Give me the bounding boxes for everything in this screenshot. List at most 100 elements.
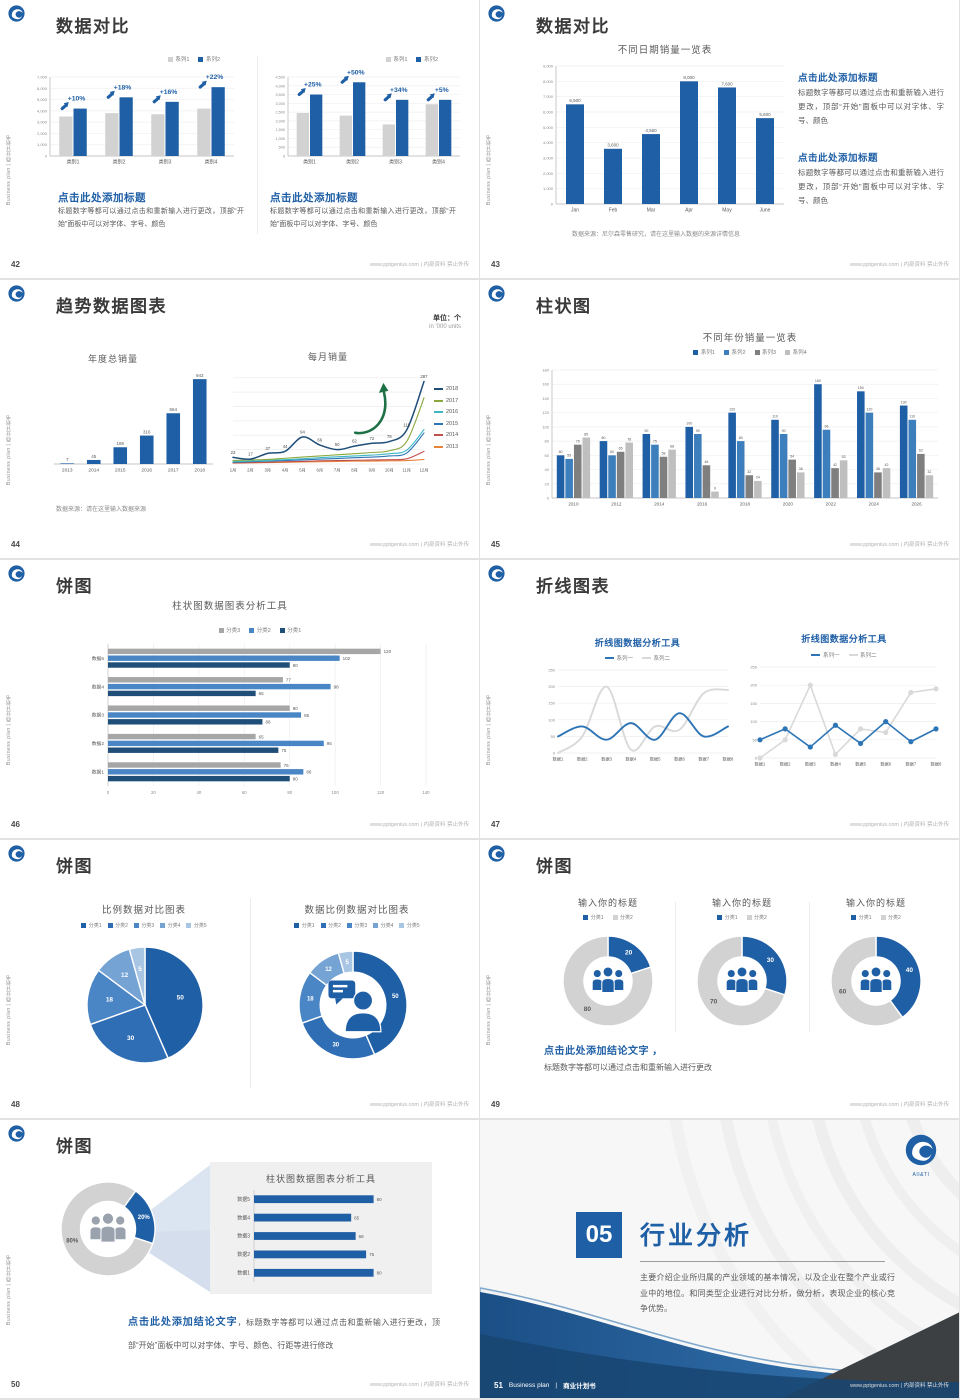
- svg-text:Jan: Jan: [571, 208, 579, 214]
- svg-text:数据5: 数据5: [237, 1196, 250, 1203]
- legend-label: 分类2: [328, 923, 341, 929]
- legend-swatch: [880, 915, 886, 920]
- legend-swatch: [604, 657, 614, 659]
- svg-text:20: 20: [545, 481, 550, 486]
- svg-text:50: 50: [177, 994, 185, 1001]
- line-chart: 0 50 100 150 200 250 数据1 数据2 数据3 数据4 数据5 数据6 数据7 数据8: [548, 668, 734, 763]
- svg-text:316: 316: [143, 429, 151, 434]
- svg-text:0: 0: [553, 751, 556, 756]
- footer-text: www.pptgenius.com | 内部资料 禁止外传: [850, 1102, 949, 1108]
- donut-chart: 40 60: [830, 935, 922, 1027]
- legend-swatch: [851, 915, 857, 920]
- svg-text:65: 65: [354, 1215, 360, 1220]
- svg-text:100: 100: [548, 717, 555, 722]
- divider: [257, 56, 258, 234]
- bar-chart: 7 2013 45 2014 186 2015 316 2016 564 2017 943 2018: [54, 373, 213, 474]
- svg-text:12: 12: [121, 972, 129, 979]
- pie-chart: 50 30 18 12 5: [86, 946, 204, 1064]
- svg-text:数据2: 数据2: [92, 740, 105, 747]
- svg-text:数据6: 数据6: [674, 756, 685, 763]
- slide-49: Business plan | 商业计划书 饼图 输入你的标题 分类1 分类2 …: [480, 840, 960, 1120]
- svg-text:类别4: 类别4: [432, 159, 445, 166]
- chart-title: 比例数据对比图表: [101, 905, 186, 916]
- svg-text:2014: 2014: [654, 502, 665, 507]
- side-watermark: Business plan | 商业计划书: [486, 974, 492, 1045]
- svg-text:2022: 2022: [826, 502, 837, 507]
- slide-44: Business plan | 商业计划书 趋势数据图表 单位：个 in '00…: [0, 280, 480, 560]
- svg-text:类别1: 类别1: [303, 159, 316, 166]
- svg-text:0: 0: [547, 496, 550, 501]
- svg-text:7,000: 7,000: [543, 94, 554, 99]
- svg-text:数据1: 数据1: [237, 1270, 250, 1277]
- legend-label: 2013: [446, 443, 459, 450]
- donut-chart: 30 70: [696, 935, 788, 1027]
- svg-text:0: 0: [45, 154, 48, 159]
- brand-logo-icon: [488, 285, 505, 302]
- chart-legend: 分类1 分类2: [538, 914, 678, 921]
- legend-label: 系列二: [653, 656, 671, 662]
- svg-text:数据7: 数据7: [905, 761, 916, 768]
- svg-text:+10%: +10%: [68, 96, 86, 103]
- page-number: 43: [491, 260, 500, 269]
- svg-text:3,500: 3,500: [275, 93, 285, 97]
- page-number: 50: [11, 1380, 20, 1389]
- svg-text:12: 12: [325, 967, 332, 973]
- svg-text:58: 58: [662, 452, 666, 456]
- svg-text:250: 250: [750, 665, 757, 670]
- legend-label: 系列4: [792, 350, 807, 356]
- svg-text:数据3: 数据3: [805, 761, 816, 768]
- legend-label: 分类1: [724, 915, 738, 921]
- legend-swatch: [198, 56, 204, 62]
- svg-text:4,000: 4,000: [37, 108, 48, 113]
- legend-label: 分类2: [754, 915, 767, 921]
- legend-swatch: [693, 349, 699, 355]
- svg-text:4月: 4月: [282, 468, 289, 474]
- legend-swatch: [717, 915, 723, 920]
- svg-text:118: 118: [403, 423, 410, 428]
- chart-legend: 系列1 系列2: [60, 55, 220, 63]
- svg-text:80: 80: [287, 790, 292, 795]
- chart-legend: 分类1 分类2 分类3 分类4 分类5: [247, 922, 467, 929]
- svg-text:44: 44: [283, 444, 288, 449]
- svg-text:65: 65: [259, 734, 265, 739]
- chart-title: 柱状图数据图表分析工具: [172, 601, 288, 612]
- svg-text:20: 20: [151, 790, 156, 795]
- slide-46: Business plan | 商业计划书 饼图 柱状图数据图表分析工具 分类3…: [0, 560, 480, 840]
- svg-text:110: 110: [909, 415, 915, 419]
- svg-text:0: 0: [283, 155, 285, 159]
- line-legend: 2018 2017 2016 2015 2014 2013: [434, 386, 458, 455]
- footer-text: www.pptgenius.com | 内部资料 禁止外传: [850, 1383, 949, 1389]
- svg-text:80: 80: [545, 439, 550, 444]
- svg-text:75: 75: [369, 1252, 375, 1257]
- svg-text:类别3: 类别3: [159, 159, 172, 166]
- svg-text:17: 17: [248, 452, 253, 457]
- svg-text:80: 80: [377, 1197, 383, 1202]
- svg-text:50: 50: [335, 442, 340, 447]
- side-watermark: Business plan | 商业计划书: [6, 134, 12, 205]
- svg-text:2015: 2015: [115, 468, 126, 474]
- svg-text:2020: 2020: [783, 502, 794, 507]
- brand-logo-icon: [488, 5, 505, 22]
- legend-label: 系列一: [822, 653, 840, 659]
- svg-text:9月: 9月: [369, 468, 376, 474]
- svg-text:6,000: 6,000: [543, 110, 554, 115]
- footer-text: www.pptgenius.com | 内部资料 禁止外传: [370, 262, 469, 268]
- slide-title: 饼图: [56, 577, 93, 596]
- conclusion-heading: 点击此处添加结论文字: [128, 1317, 238, 1328]
- chart-title: 不同日期销量一览表: [617, 45, 713, 56]
- section-number: 05: [576, 1212, 622, 1258]
- svg-text:Feb: Feb: [609, 208, 618, 214]
- brand-logo-icon: [8, 845, 25, 862]
- svg-text:36: 36: [876, 467, 880, 471]
- svg-text:2,000: 2,000: [543, 171, 554, 176]
- svg-text:1,000: 1,000: [275, 137, 285, 141]
- legend-swatch: [167, 56, 173, 62]
- svg-text:287: 287: [420, 374, 428, 379]
- legend-swatch: [754, 349, 760, 355]
- svg-text:78: 78: [627, 437, 631, 441]
- svg-text:6月: 6月: [317, 468, 324, 474]
- horizontal-bar-chart: 0 20 40 60 80 100 120 140 数据5 120 102 80 数据4 77 98 65 数据…: [92, 644, 430, 795]
- svg-text:46: 46: [704, 460, 708, 464]
- svg-text:65: 65: [259, 691, 265, 696]
- svg-text:类别3: 类别3: [389, 159, 402, 166]
